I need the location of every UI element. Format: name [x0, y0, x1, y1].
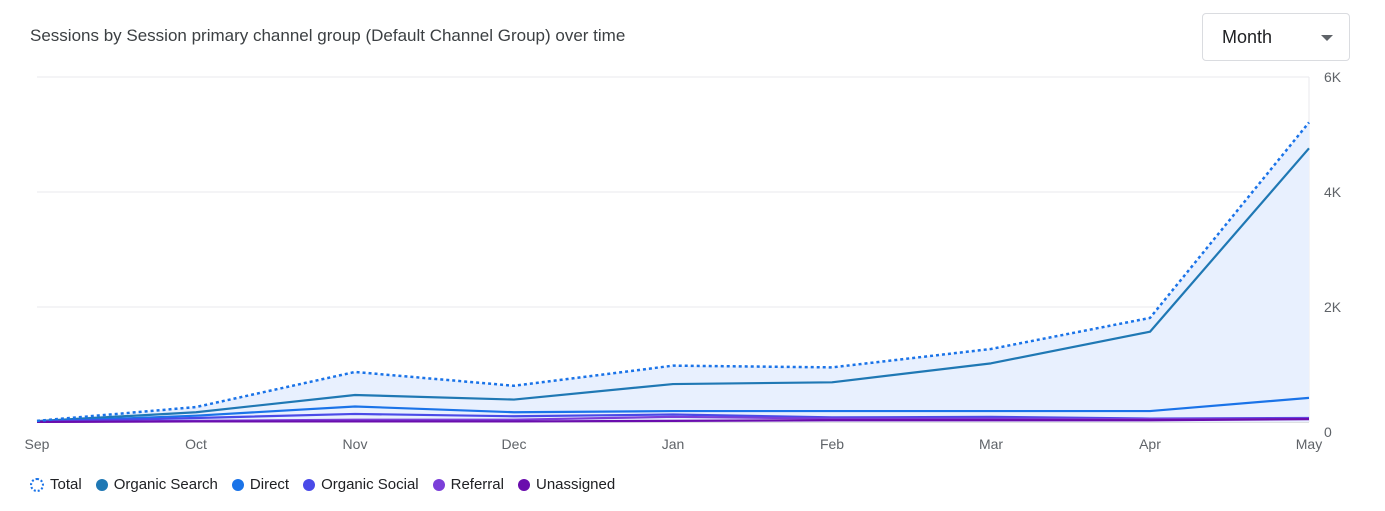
legend-item-total[interactable]: Total — [30, 476, 82, 493]
legend-swatch — [95, 478, 108, 491]
legend-item-unassigned[interactable]: Unassigned — [517, 476, 616, 493]
series-line-unassigned — [36, 418, 1310, 424]
legend-swatch — [303, 478, 316, 491]
x-tick-label: Sep — [25, 436, 50, 452]
legend-swatch — [30, 477, 44, 492]
y-tick-label: 6K — [1324, 69, 1342, 85]
sessions-line-chart: 0 2K 4K 6K Sep Oct Nov Dec Jan Feb Mar Apr May — [25, 69, 1342, 452]
legend-swatch — [231, 478, 244, 491]
period-dropdown-value: Month — [1222, 27, 1273, 47]
legend-label: Unassigned — [535, 476, 616, 493]
x-tick-label: Nov — [343, 436, 368, 452]
y-tick-label: 0 — [1324, 424, 1332, 440]
series-line-total — [36, 121, 1310, 423]
legend-item-direct[interactable]: Direct — [231, 476, 290, 493]
chart-title: Sessions by Session primary channel grou… — [30, 26, 626, 45]
legend-item-referral[interactable]: Referral — [432, 476, 504, 493]
total-area-fill — [37, 122, 1309, 423]
period-dropdown[interactable]: Month — [1202, 13, 1350, 61]
y-tick-label: 4K — [1324, 184, 1342, 200]
series-line-direct — [36, 396, 1310, 423]
x-tick-label: Feb — [820, 436, 844, 452]
series-line-organic-search — [36, 147, 1310, 423]
legend-label: Referral — [450, 476, 504, 493]
legend-label: Total — [50, 476, 82, 493]
legend-item-organic-social[interactable]: Organic Social — [303, 476, 419, 493]
legend-item-organic-search[interactable]: Organic Search — [95, 476, 218, 493]
x-tick-label: Dec — [502, 436, 527, 452]
x-tick-label: Oct — [185, 436, 207, 452]
y-tick-label: 2K — [1324, 299, 1342, 315]
legend-label: Direct — [249, 476, 290, 493]
legend-swatch — [432, 478, 445, 491]
legend-swatch — [517, 478, 530, 491]
chart-legend: Total Organic Search Direct Organic Social R… — [30, 476, 629, 493]
x-tick-label: May — [1296, 436, 1322, 452]
legend-label: Organic Social — [321, 476, 419, 493]
x-tick-label: Jan — [662, 436, 685, 452]
legend-label: Organic Search — [113, 476, 218, 493]
x-tick-label: Mar — [979, 436, 1003, 452]
x-tick-label: Apr — [1139, 436, 1161, 452]
chevron-down-icon — [1321, 35, 1333, 41]
